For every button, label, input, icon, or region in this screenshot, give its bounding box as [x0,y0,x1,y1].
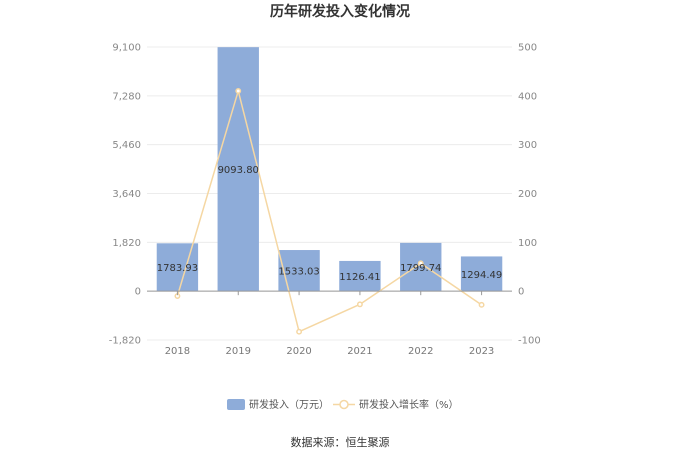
right-tick-label: 500 [518,43,537,54]
right-tick-label: 0 [518,287,524,298]
bar [460,256,503,292]
legend-bar-swatch [227,399,245,410]
left-tick-label: -1,820 [109,336,141,347]
left-tick-label: 9,100 [112,43,141,54]
right-tick-label: 300 [518,140,537,151]
growth-line [176,88,483,333]
left-tick-label: 0 [135,287,141,298]
left-tick-label: 3,640 [112,189,141,200]
line-point [478,301,485,308]
legend-line-marker [339,399,349,410]
x-tick-label: 2020 [286,346,311,357]
right-tick-label: -100 [518,336,541,347]
line-point [417,260,424,267]
left-tick-label: 7,280 [112,91,141,102]
right-tick-label: 100 [518,238,537,249]
grid-lines [147,46,512,341]
x-tick-label: 2023 [469,346,494,357]
right-axis: 500 400 300 200 100 0 -100 [518,43,541,347]
left-tick-label: 1,820 [112,238,141,249]
left-tick-label: 5,460 [112,140,141,151]
line-series [174,88,485,335]
bar [217,47,259,292]
source-note: 数据来源：恒生聚源 [291,435,390,449]
bar-value-label: 1799.74 [400,263,441,274]
bar-value-label: 9093.80 [218,165,259,176]
bar-labels: 1783.93 9093.80 1533.03 1126.41 1799.74 1294.… [157,165,503,283]
left-axis: 9,100 7,280 5,460 3,640 1,820 0 -1,820 [109,43,141,347]
bar-value-label: 1783.93 [157,263,198,274]
x-tick-label: 2019 [226,346,251,357]
bar [400,242,442,292]
right-tick-label: 400 [518,91,537,102]
bar-value-label: 1533.03 [278,267,319,278]
line-point [235,88,242,94]
x-axis: 2018 2019 2020 2021 2022 2023 [147,290,512,357]
legend-bar-label: 研发投入（万元） [249,398,329,411]
bar-series [156,47,503,292]
right-tick-label: 200 [518,189,537,200]
bar [339,260,381,292]
bar-value-label: 1126.41 [339,272,380,283]
line-point [296,328,303,335]
x-tick-label: 2022 [408,346,433,357]
line-point [356,301,363,308]
chart-title: 历年研发投入变化情况 [270,3,410,20]
x-tick-label: 2021 [347,346,372,357]
legend-line-label: 研发投入增长率（%） [359,398,459,411]
bar [278,250,320,292]
x-tick-label: 2018 [165,346,190,357]
legend[interactable]: 研发投入（万元） 研发投入增长率（%） [227,398,459,411]
bar-value-label: 1294.49 [461,270,502,281]
